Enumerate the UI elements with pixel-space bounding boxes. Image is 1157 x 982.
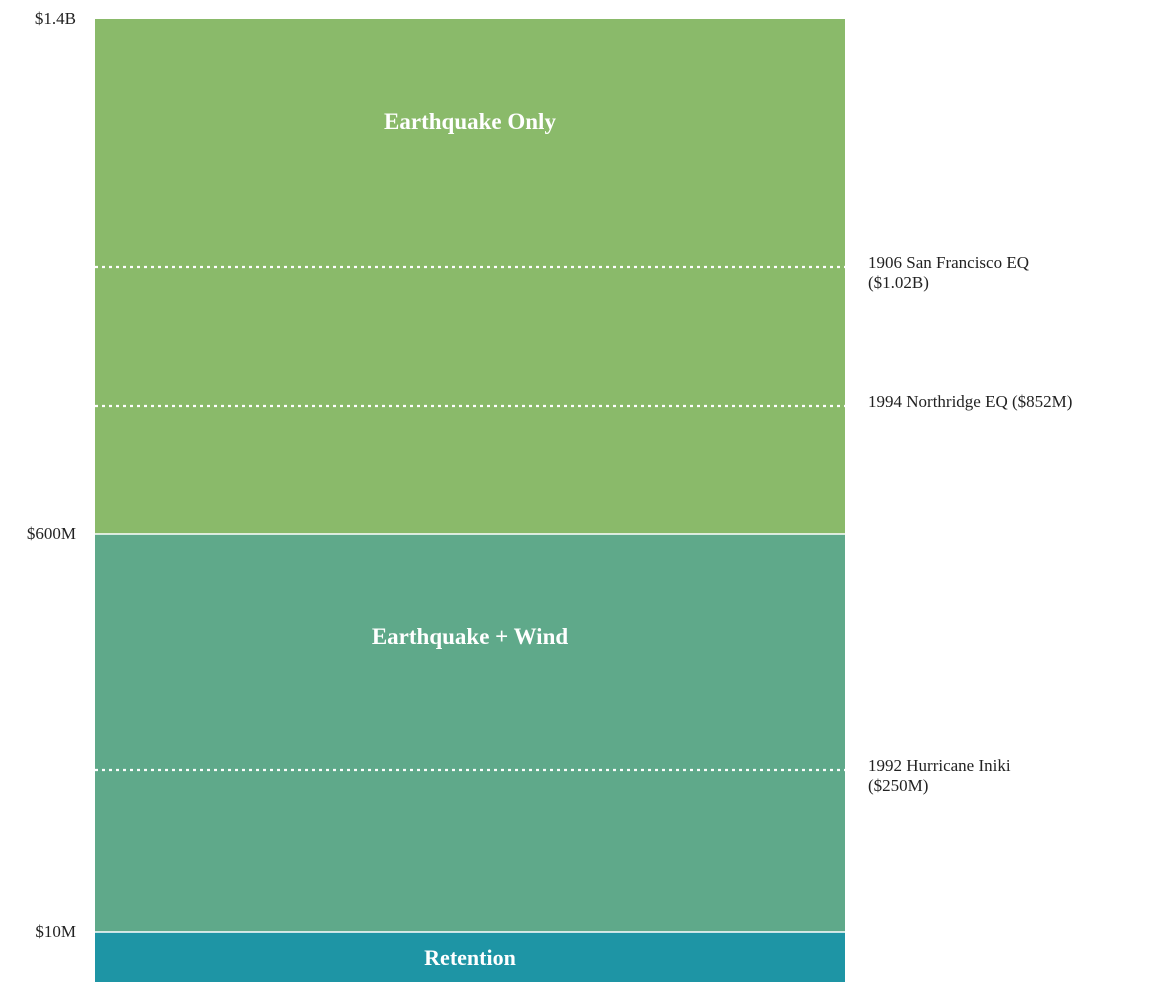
axis-tick-label-0: $1.4B (35, 9, 76, 28)
axis-labels: $1.4B $600M $10M (27, 9, 76, 941)
event-label-1: 1994 Northridge EQ ($852M) (868, 392, 1072, 411)
coverage-layers: Earthquake Only Earthquake + Wind Retentio… (95, 19, 845, 982)
axis-tick-label-1: $600M (27, 524, 76, 543)
event-label-0: 1906 San Francisco EQ ($1.02B) (868, 253, 1029, 292)
layer-earthquake-wind (95, 534, 845, 932)
axis-tick-label-2: $10M (35, 922, 76, 941)
layer-label-retention: Retention (424, 945, 516, 970)
layer-label-earthquake-wind: Earthquake + Wind (372, 624, 569, 649)
layer-label-earthquake-only: Earthquake Only (384, 109, 556, 134)
layer-retention (95, 932, 845, 982)
event-label-2: 1992 Hurricane Iniki ($250M) (868, 756, 1011, 795)
historical-events: 1906 San Francisco EQ ($1.02B) 1994 Northr… (95, 253, 1072, 795)
layer-earthquake-only (95, 19, 845, 534)
